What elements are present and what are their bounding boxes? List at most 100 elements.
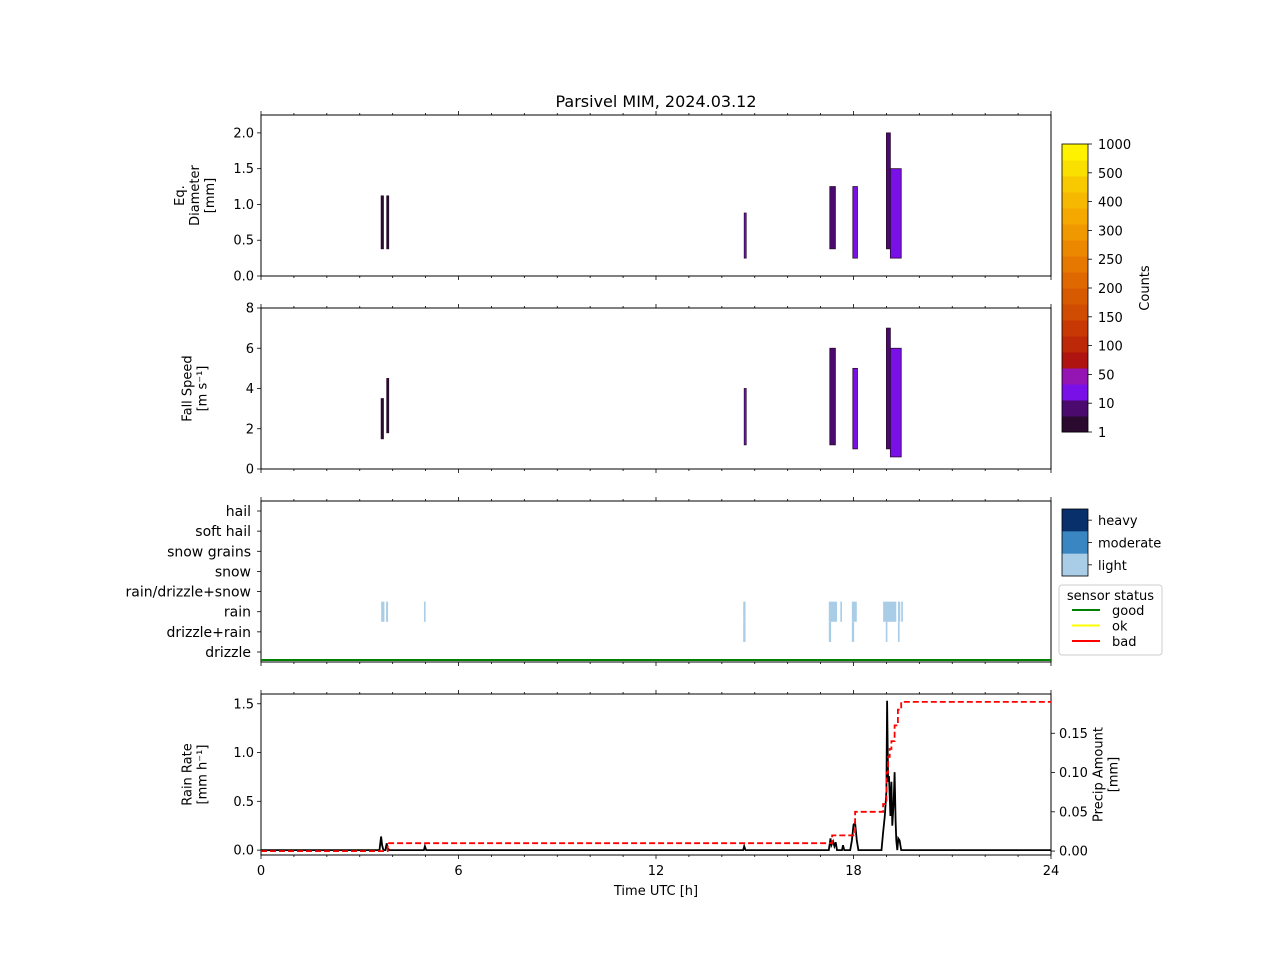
panel-diameter: 0.0 0.5 1.0 1.5 2.0 Eq. Diameter [mm] [173, 111, 1052, 285]
precip-type-cell [897, 621, 900, 642]
heatmap-cell [890, 168, 902, 259]
y2-tick-label: 0.00 [1059, 845, 1088, 860]
precip-type-cell [883, 601, 897, 622]
precip-type-cell [897, 601, 901, 622]
legend-label-good: good [1112, 604, 1144, 619]
heatmap-cell [829, 348, 836, 445]
colorbar-segment [1062, 256, 1088, 273]
colorbar-tick-label: 10 [1098, 397, 1115, 412]
y-axis-label: Diameter [188, 165, 203, 226]
category-label: rain/drizzle+snow [126, 585, 251, 601]
intensity-label: moderate [1098, 537, 1161, 552]
heatmap-cell-edge [743, 388, 747, 446]
heatmap-cell-edge [743, 212, 747, 259]
heatmap-cell [886, 328, 891, 449]
colorbar-segment [1062, 272, 1088, 289]
y-axis-label: [mm] [203, 178, 218, 213]
y-tick-label: 0 [246, 463, 254, 478]
category-label: soft hail [195, 524, 251, 540]
heatmap-cell-edge [380, 195, 384, 250]
colorbar-segment [1062, 304, 1088, 321]
y-tick-label: 0.0 [233, 844, 254, 859]
heatmap-cell [829, 186, 836, 249]
colorbar-segment [1062, 384, 1088, 401]
colorbar-tick-label: 300 [1098, 224, 1123, 239]
colorbar-segment [1062, 288, 1088, 305]
colorbar-tick-label: 150 [1098, 311, 1123, 326]
y-tick-label: 0.5 [233, 795, 254, 810]
y2-axis-label: [mm] [1107, 757, 1122, 792]
intensity-swatch [1062, 531, 1088, 555]
heatmap-cell [386, 378, 389, 433]
x-tick-label: 18 [845, 864, 862, 879]
category-label: snow grains [167, 544, 251, 560]
y-tick-label: 4 [246, 382, 254, 397]
colorbar-tick-label: 500 [1098, 167, 1123, 182]
heatmap-cell [386, 195, 389, 249]
y-tick-label: 8 [246, 302, 254, 317]
precip-type-cell [885, 621, 888, 642]
x-tick-label: 0 [257, 864, 265, 879]
colorbar-segment [1062, 240, 1088, 257]
intensity-label: heavy [1098, 514, 1138, 529]
colorbar-tick-label: 50 [1098, 368, 1115, 383]
precip-type-cell [901, 601, 903, 622]
precip-type-cell [851, 601, 857, 622]
colorbar-segment [1062, 176, 1088, 193]
precip-type-cell [828, 621, 832, 642]
heatmap-cell-edge [380, 398, 384, 440]
colorbar-segment [1062, 224, 1088, 241]
colorbar-tick-label: 400 [1098, 196, 1123, 211]
colorbar-tick-label: 1 [1098, 426, 1106, 441]
category-label: rain [224, 605, 251, 621]
legend-label-ok: ok [1112, 620, 1128, 635]
heatmap-cell-edge [889, 347, 902, 458]
intensity-frame [1061, 508, 1089, 577]
sensor-status-legend [1058, 584, 1163, 656]
heatmap-cell-edge [829, 347, 836, 446]
precip-type-cell [381, 601, 385, 622]
y-tick-label: 1.5 [233, 162, 254, 177]
precip-type-cell [423, 601, 426, 622]
precip-type-cell [743, 621, 746, 642]
heatmap-cell-edge [852, 186, 858, 259]
x-tick-label: 6 [454, 864, 462, 879]
y-tick-label: 2 [246, 422, 254, 437]
panels: 0.00.51.01.52.0Eq. Diameter [mm]02468Fall … [126, 111, 1122, 899]
category-label: drizzle [205, 645, 251, 661]
y2-tick-label: 0.10 [1059, 766, 1088, 781]
intensity-swatch [1062, 509, 1088, 532]
y-axis-label: Fall Speed [181, 355, 196, 421]
x-tick-label: 12 [648, 864, 665, 879]
chart-title: Parsivel MIM, 2024.03.12 [555, 92, 756, 111]
x-tick-label: 24 [1043, 864, 1060, 879]
colorbar-segment [1062, 368, 1088, 385]
colorbar-tick-label: 100 [1098, 340, 1123, 355]
colorbar-segment [1062, 352, 1088, 369]
y-tick-label: 6 [246, 342, 254, 357]
colorbar-segment [1062, 320, 1088, 337]
y-axis-label: [m s⁻¹] [196, 366, 211, 412]
intensity-label: light [1098, 559, 1127, 574]
rain-rate-line [261, 700, 1051, 851]
y2-tick-label: 0.15 [1059, 727, 1088, 742]
precip-type-cell [386, 601, 389, 622]
heatmap-cell-edge [829, 186, 836, 250]
heatmap-cell [744, 388, 747, 445]
legend-label-bad: bad [1112, 635, 1136, 650]
category-label: hail [226, 504, 251, 520]
panel-precip-type: hail soft hail snow grains snow rain/drizzle… [126, 497, 1052, 666]
heatmap-cell-edge [889, 168, 902, 259]
heatmap-cell [381, 398, 384, 439]
y-tick-label: 0.5 [233, 234, 254, 249]
colorbar-segment [1062, 208, 1088, 225]
y2-axis-label: Precip Amount [1092, 727, 1107, 822]
y-axis-label: Eq. [173, 185, 188, 206]
heatmap-cell [890, 348, 902, 457]
y-tick-label: 2.0 [233, 126, 254, 141]
axes-frame-3 [260, 693, 1052, 856]
precip-type-cell [828, 601, 838, 622]
colorbar-segment [1062, 192, 1088, 209]
